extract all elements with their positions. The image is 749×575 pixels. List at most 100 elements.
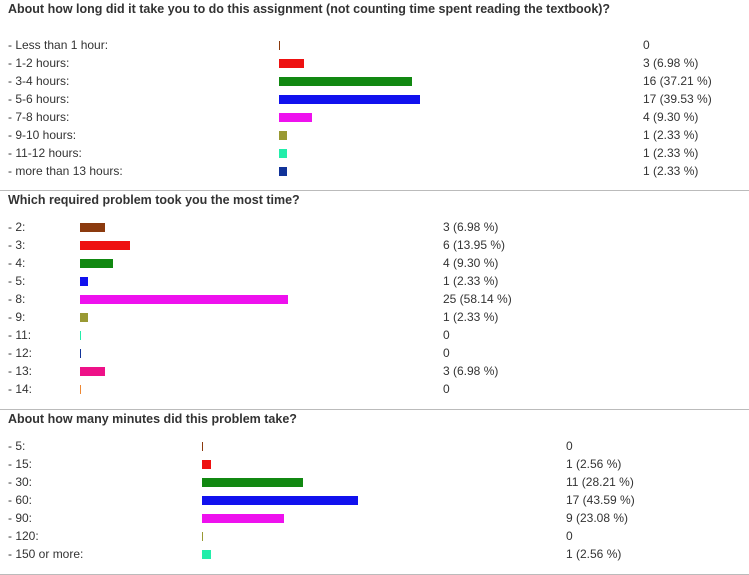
answer-count: 9 (23.08 %) <box>566 511 629 525</box>
answer-count: 17 (39.53 %) <box>643 92 712 106</box>
answer-label: - 1-2 hours: <box>8 56 70 70</box>
answer-row: - 5: 0 <box>0 438 749 456</box>
answer-label: - more than 13 hours: <box>8 164 123 178</box>
question-section: Which required problem took you the most… <box>0 191 749 410</box>
answer-row: - 9-10 hours: 1 (2.33 %) <box>0 127 749 145</box>
answer-row: - 9: 1 (2.33 %) <box>0 309 749 327</box>
answer-label: - 150 or more: <box>8 547 84 561</box>
answer-bar <box>279 113 312 122</box>
answer-row: - 5-6 hours: 17 (39.53 %) <box>0 91 749 109</box>
answer-label: - 5: <box>8 274 26 288</box>
question-title: Which required problem took you the most… <box>8 193 300 207</box>
answer-bar <box>202 460 211 469</box>
question-title: About how long did it take you to do thi… <box>8 2 611 16</box>
answer-row: - 3: 6 (13.95 %) <box>0 237 749 255</box>
answer-count: 4 (9.30 %) <box>643 110 699 124</box>
answer-label: - 5-6 hours: <box>8 92 70 106</box>
question-section: About how many minutes did this problem … <box>0 410 749 575</box>
answer-count: 3 (6.98 %) <box>443 364 499 378</box>
answer-bar <box>202 550 211 559</box>
answer-label: - 7-8 hours: <box>8 110 70 124</box>
answer-count: 0 <box>443 382 450 396</box>
answer-row: - 60: 17 (43.59 %) <box>0 492 749 510</box>
answer-bar <box>80 349 81 358</box>
question-title: About how many minutes did this problem … <box>8 412 297 426</box>
answer-bar <box>80 367 105 376</box>
answer-bar <box>202 514 284 523</box>
question-section: About how long did it take you to do thi… <box>0 0 749 191</box>
answer-label: - 15: <box>8 457 33 471</box>
answer-bar <box>80 277 88 286</box>
answer-count: 3 (6.98 %) <box>443 220 499 234</box>
answer-row: - 90: 9 (23.08 %) <box>0 510 749 528</box>
answer-bar <box>279 59 304 68</box>
answer-label: - 9-10 hours: <box>8 128 77 142</box>
answer-count: 1 (2.56 %) <box>566 547 622 561</box>
answer-label: - 8: <box>8 292 26 306</box>
answer-count: 1 (2.33 %) <box>643 128 699 142</box>
answer-bar <box>279 95 420 104</box>
answer-bar <box>202 442 203 451</box>
answer-count: 1 (2.33 %) <box>443 310 499 324</box>
answer-count: 17 (43.59 %) <box>566 493 635 507</box>
answer-bar <box>80 259 113 268</box>
answer-count: 0 <box>443 328 450 342</box>
answer-row: - 1-2 hours: 3 (6.98 %) <box>0 55 749 73</box>
answer-label: - 11: <box>8 328 32 342</box>
answer-row: - 4: 4 (9.30 %) <box>0 255 749 273</box>
answer-bar <box>279 131 287 140</box>
answer-row: - 14: 0 <box>0 381 749 399</box>
answer-bar <box>279 41 280 50</box>
answer-bar <box>202 532 203 541</box>
answer-label: - 60: <box>8 493 33 507</box>
answer-bar <box>279 167 287 176</box>
answer-row: - 8: 25 (58.14 %) <box>0 291 749 309</box>
answer-row: - 120: 0 <box>0 528 749 546</box>
answer-count: 6 (13.95 %) <box>443 238 506 252</box>
answer-count: 1 (2.56 %) <box>566 457 622 471</box>
answer-bar <box>80 295 288 304</box>
answer-label: - 2: <box>8 220 26 234</box>
answer-row: - 3-4 hours: 16 (37.21 %) <box>0 73 749 91</box>
answer-label: - 13: <box>8 364 33 378</box>
answer-count: 0 <box>643 38 650 52</box>
answer-count: 25 (58.14 %) <box>443 292 512 306</box>
answer-bar <box>80 313 88 322</box>
answer-label: - Less than 1 hour: <box>8 38 109 52</box>
answer-count: 11 (28.21 %) <box>566 475 634 489</box>
answer-label: - 120: <box>8 529 39 543</box>
answer-row: - 7-8 hours: 4 (9.30 %) <box>0 109 749 127</box>
answer-count: 0 <box>443 346 450 360</box>
answer-count: 0 <box>566 439 573 453</box>
answer-bar <box>80 223 105 232</box>
answer-label: - 11-12 hours: <box>8 146 82 160</box>
answer-bar <box>279 149 287 158</box>
answer-bar <box>80 241 130 250</box>
answer-label: - 4: <box>8 256 26 270</box>
answer-row: - 11: 0 <box>0 327 749 345</box>
answer-row: - 13: 3 (6.98 %) <box>0 363 749 381</box>
answer-count: 0 <box>566 529 573 543</box>
answer-bar <box>202 478 303 487</box>
answer-row: - more than 13 hours: 1 (2.33 %) <box>0 163 749 181</box>
answer-label: - 30: <box>8 475 33 489</box>
answer-label: - 14: <box>8 382 33 396</box>
answer-count: 1 (2.33 %) <box>443 274 499 288</box>
answer-label: - 90: <box>8 511 33 525</box>
answer-row: - 15: 1 (2.56 %) <box>0 456 749 474</box>
answer-label: - 12: <box>8 346 33 360</box>
answer-bar <box>202 496 358 505</box>
answer-row: - 30: 11 (28.21 %) <box>0 474 749 492</box>
answer-count: 1 (2.33 %) <box>643 164 699 178</box>
answer-label: - 3: <box>8 238 26 252</box>
answer-row: - 2: 3 (6.98 %) <box>0 219 749 237</box>
answer-row: - Less than 1 hour: 0 <box>0 37 749 55</box>
answer-row: - 12: 0 <box>0 345 749 363</box>
answer-count: 4 (9.30 %) <box>443 256 499 270</box>
answer-count: 3 (6.98 %) <box>643 56 699 70</box>
answer-bar <box>279 77 412 86</box>
answer-label: - 9: <box>8 310 26 324</box>
answer-row: - 150 or more: 1 (2.56 %) <box>0 546 749 564</box>
answer-bar <box>80 331 81 340</box>
